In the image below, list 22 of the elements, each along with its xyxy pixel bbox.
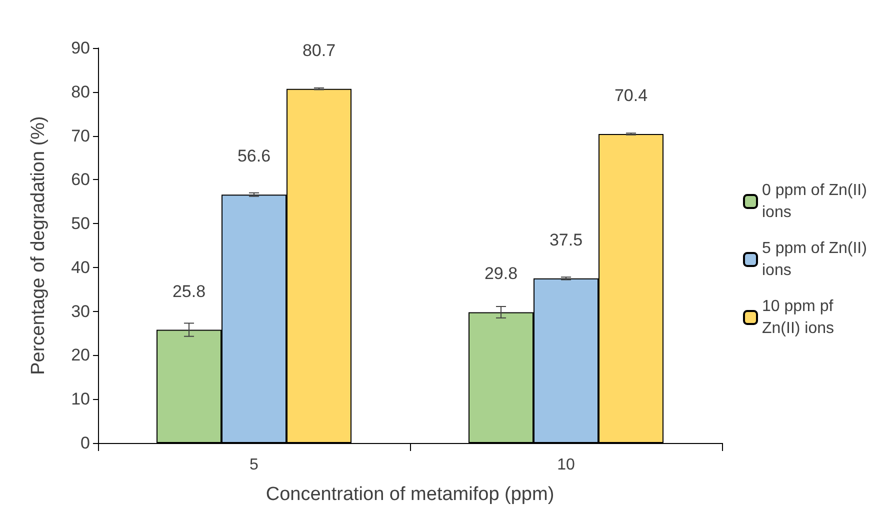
data-label: 70.4	[614, 86, 648, 106]
legend-label: 10 ppm pf Zn(II) ions	[762, 298, 838, 337]
y-tick-label: 90	[71, 38, 90, 58]
data-label: 25.8	[172, 282, 206, 301]
y-tick-label: 80	[71, 82, 90, 102]
data-label: 56.6	[237, 146, 271, 166]
y-tick-label: 40	[71, 258, 90, 277]
y-tick-label: 70	[71, 126, 90, 146]
legend-label: 0 ppm of Zn(II) ions	[762, 182, 872, 221]
y-tick-label: 0	[80, 434, 90, 452]
y-tick-label: 60	[71, 170, 90, 190]
y-axis-title: Percentage of degradation (%)	[28, 116, 49, 375]
y-tick-label: 20	[71, 346, 90, 365]
data-label: 29.8	[484, 264, 518, 284]
data-label: 37.5	[549, 230, 583, 250]
y-tick-label: 50	[71, 214, 90, 234]
legend-label: 5 ppm of Zn(II) ions	[762, 240, 872, 279]
x-tick-label: 5	[250, 456, 259, 474]
y-tick-label: 10	[71, 390, 90, 409]
x-axis-title: Concentration of metamifop (ppm)	[266, 484, 554, 505]
data-label: 80.7	[302, 40, 336, 60]
y-tick-label: 30	[71, 302, 90, 321]
